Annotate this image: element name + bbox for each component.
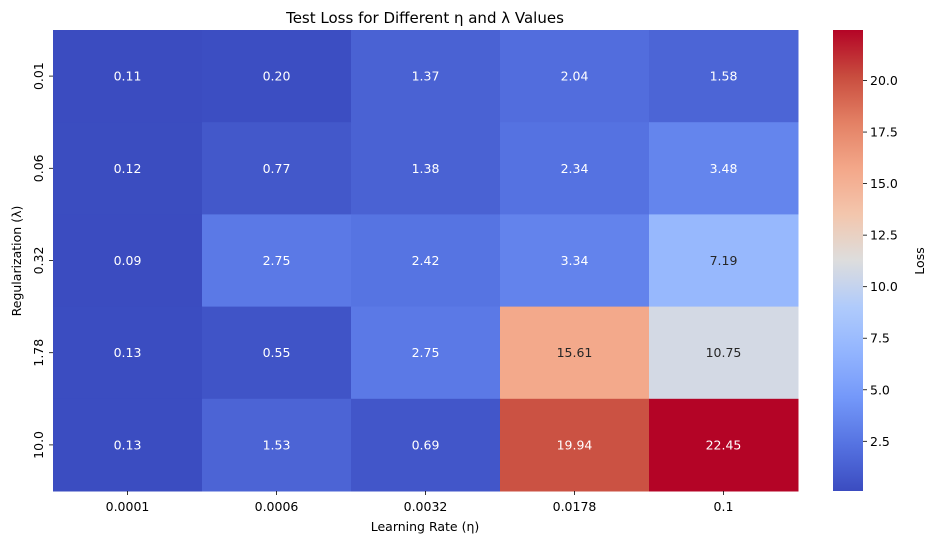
heatmap-cell [53, 398, 203, 492]
x-tick-label: 0.0006 [255, 499, 299, 514]
heatmap-cells: 0.11 0.20 1.37 2.04 1.58 0.12 0.77 1.38 2.34 3.48… [53, 30, 799, 492]
heatmap-cell [649, 214, 799, 308]
colorbar-tick-label: 12.5 [870, 228, 898, 243]
heatmap-cell [351, 30, 501, 123]
y-tick-label: 10.0 [31, 431, 46, 459]
heatmap-cell [53, 122, 203, 215]
x-tick-label: 0.0032 [404, 499, 448, 514]
x-tick-label: 0.1 [714, 499, 734, 514]
cell-value-label: 2.04 [561, 69, 589, 84]
cell-value-label: 19.94 [557, 437, 593, 452]
colorbar-ticks: 2.5 5.0 7.5 10.0 12.5 15.0 17.5 20.0 [863, 73, 898, 449]
colorbar-tick-label: 10.0 [870, 279, 898, 294]
heatmap-cell [202, 122, 352, 215]
cell-value-label: 2.34 [561, 161, 589, 176]
heatmap-cell [351, 214, 501, 308]
colorbar-tick-label: 15.0 [870, 176, 898, 191]
y-axis-label: Regularization (λ) [9, 206, 24, 317]
cell-value-label: 22.45 [706, 437, 742, 452]
x-tick-label: 0.0178 [553, 499, 597, 514]
heatmap-cell [53, 30, 203, 123]
cell-value-label: 0.20 [263, 69, 291, 84]
heatmap-cell [53, 306, 203, 400]
cell-value-label: 0.13 [114, 345, 142, 360]
cell-value-label: 1.53 [263, 437, 291, 452]
cell-value-label: 0.11 [114, 69, 142, 84]
heatmap-cell [351, 122, 501, 215]
cell-value-label: 0.55 [263, 345, 291, 360]
y-tick-label: 0.01 [31, 62, 46, 90]
y-axis-ticks: 0.01 0.06 0.32 1.78 10.0 [31, 62, 53, 459]
heatmap-cell [500, 398, 650, 492]
heatmap-cell [649, 122, 799, 215]
heatmap-cell [649, 306, 799, 400]
heatmap-cell [500, 306, 650, 400]
heatmap-cell [649, 30, 799, 123]
y-tick-label: 0.06 [31, 154, 46, 182]
x-axis-label: Learning Rate (η) [371, 519, 480, 534]
cell-value-label: 3.48 [710, 161, 738, 176]
cell-value-label: 0.09 [114, 253, 142, 268]
cell-value-label: 2.75 [263, 253, 291, 268]
x-axis-ticks: 0.0001 0.0006 0.0032 0.0178 0.1 [106, 491, 734, 514]
colorbar-tick-label: 7.5 [870, 331, 890, 346]
cell-value-label: 7.19 [710, 253, 738, 268]
y-tick-label: 0.32 [31, 247, 46, 275]
cell-value-label: 1.38 [412, 161, 440, 176]
cell-value-label: 1.58 [710, 69, 738, 84]
cell-value-label: 0.12 [114, 161, 142, 176]
cell-value-label: 0.69 [412, 437, 440, 452]
heatmap-cell [53, 214, 203, 308]
heatmap-cell [649, 398, 799, 492]
cell-value-label: 2.75 [412, 345, 440, 360]
heatmap-cell [351, 398, 501, 492]
cell-value-label: 0.77 [263, 161, 291, 176]
colorbar-label: Loss [912, 247, 927, 274]
heatmap-cell [500, 30, 650, 123]
x-tick-label: 0.0001 [106, 499, 150, 514]
colorbar-tick-label: 17.5 [870, 125, 898, 140]
cell-value-label: 1.37 [412, 69, 440, 84]
y-tick-label: 1.78 [31, 339, 46, 367]
colorbar [833, 30, 863, 491]
cell-value-label: 15.61 [557, 345, 593, 360]
cell-value-label: 2.42 [412, 253, 440, 268]
cell-value-label: 10.75 [706, 345, 742, 360]
heatmap-cell [202, 398, 352, 492]
heatmap-cell [202, 30, 352, 123]
cell-value-label: 0.13 [114, 437, 142, 452]
chart-title: Test Loss for Different η and λ Values [285, 9, 564, 27]
cell-value-label: 3.34 [561, 253, 589, 268]
colorbar-tick-label: 5.0 [870, 382, 890, 397]
heatmap-cell [500, 122, 650, 215]
heatmap-cell [500, 214, 650, 308]
colorbar-tick-label: 20.0 [870, 73, 898, 88]
heatmap-cell [202, 214, 352, 308]
colorbar-tick-label: 2.5 [870, 434, 890, 449]
heatmap-cell [351, 306, 501, 400]
heatmap-cell [202, 306, 352, 400]
